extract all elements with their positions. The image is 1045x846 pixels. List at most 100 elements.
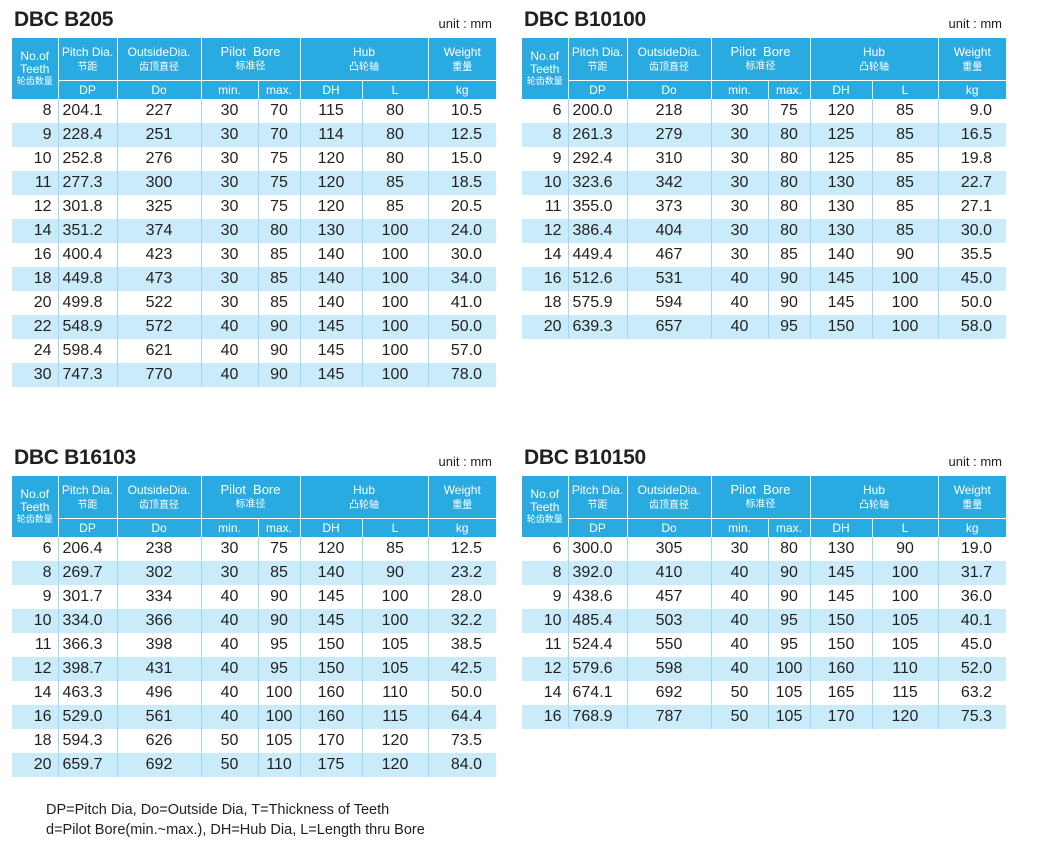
cell-bore-min: 30 <box>201 561 259 585</box>
table-row: 10 334.0 366 40 90 145 100 32.2 <box>12 609 497 633</box>
cell-weight: 31.7 <box>938 561 1007 585</box>
cell-pitch-dia: 398.7 <box>58 657 118 681</box>
cell-hub-dia: 160 <box>300 681 363 705</box>
cell-bore-max: 90 <box>258 315 301 339</box>
cell-bore-max: 90 <box>258 339 301 363</box>
cell-hub-dia: 120 <box>300 171 363 195</box>
cell-weight: 15.0 <box>428 147 497 171</box>
cell-bore-min: 40 <box>711 633 769 657</box>
table-block-dbc-b10150: DBC B10150 unit : mm No.of Teeth 轮齿数量 Pi… <box>522 444 1007 729</box>
cell-hub-dia: 170 <box>810 705 873 729</box>
cell-teeth: 12 <box>522 219 569 243</box>
cell-outside-dia: 770 <box>117 363 202 387</box>
cell-pitch-dia: 392.0 <box>568 561 628 585</box>
subheader-do: Do <box>117 518 202 537</box>
table-row: 9 228.4 251 30 70 114 80 12.5 <box>12 123 497 147</box>
cell-bore-max: 75 <box>258 171 301 195</box>
cell-weight: 36.0 <box>938 585 1007 609</box>
cell-weight: 58.0 <box>938 315 1007 339</box>
cell-hub-dia: 145 <box>300 585 363 609</box>
cell-bore-min: 50 <box>201 729 259 753</box>
cell-weight: 9.0 <box>938 99 1007 123</box>
table-row: 12 301.8 325 30 75 120 85 20.5 <box>12 195 497 219</box>
cell-outside-dia: 503 <box>627 609 712 633</box>
cell-bore-max: 95 <box>768 633 811 657</box>
cell-pitch-dia: 351.2 <box>58 219 118 243</box>
cell-pitch-dia: 252.8 <box>58 147 118 171</box>
cell-outside-dia: 238 <box>117 537 202 561</box>
cell-pitch-dia: 548.9 <box>58 315 118 339</box>
table-row: 20 499.8 522 30 85 140 100 41.0 <box>12 291 497 315</box>
cell-weight: 45.0 <box>938 267 1007 291</box>
cell-hub-length: 105 <box>872 633 939 657</box>
cell-teeth: 9 <box>12 585 59 609</box>
header-pitch: Pitch Dia. 节距 <box>58 38 118 81</box>
cell-bore-max: 85 <box>258 267 301 291</box>
cell-bore-max: 90 <box>768 291 811 315</box>
cell-weight: 30.0 <box>428 243 497 267</box>
cell-weight: 34.0 <box>428 267 497 291</box>
cell-pitch-dia: 512.6 <box>568 267 628 291</box>
cell-hub-length: 115 <box>362 705 429 729</box>
cell-outside-dia: 251 <box>117 123 202 147</box>
cell-hub-length: 100 <box>362 339 429 363</box>
table-row: 20 639.3 657 40 95 150 100 58.0 <box>522 315 1007 339</box>
cell-hub-length: 110 <box>872 657 939 681</box>
subheader-l: L <box>362 80 429 99</box>
table-titlebar: DBC B10100 unit : mm <box>522 6 1006 38</box>
subheader-l: L <box>872 80 939 99</box>
cell-hub-length: 90 <box>872 537 939 561</box>
cell-bore-min: 30 <box>711 243 769 267</box>
cell-teeth: 30 <box>12 363 59 387</box>
cell-bore-max: 90 <box>258 363 301 387</box>
cell-bore-max: 80 <box>768 171 811 195</box>
cell-pitch-dia: 300.0 <box>568 537 628 561</box>
cell-bore-max: 95 <box>258 633 301 657</box>
header-teeth: No.of Teeth 轮齿数量 <box>522 476 569 537</box>
header-hub: Hub 凸轮轴 <box>300 38 429 81</box>
header-hub: Hub 凸轮轴 <box>300 476 429 519</box>
cell-outside-dia: 522 <box>117 291 202 315</box>
cell-bore-max: 80 <box>768 147 811 171</box>
cell-bore-max: 95 <box>258 657 301 681</box>
cell-outside-dia: 626 <box>117 729 202 753</box>
cell-bore-min: 50 <box>711 681 769 705</box>
cell-weight: 10.5 <box>428 99 497 123</box>
cell-outside-dia: 276 <box>117 147 202 171</box>
cell-bore-min: 40 <box>711 657 769 681</box>
cell-hub-dia: 145 <box>300 609 363 633</box>
cell-pitch-dia: 594.3 <box>58 729 118 753</box>
cell-hub-length: 100 <box>362 219 429 243</box>
cell-teeth: 14 <box>522 681 569 705</box>
cell-outside-dia: 279 <box>627 123 712 147</box>
table-row: 20 659.7 692 50 110 175 120 84.0 <box>12 753 497 777</box>
table-row: 8 392.0 410 40 90 145 100 31.7 <box>522 561 1007 585</box>
table-title: DBC B205 <box>14 8 114 31</box>
cell-bore-max: 90 <box>768 585 811 609</box>
cell-teeth: 18 <box>522 291 569 315</box>
table-row: 14 463.3 496 40 100 160 110 50.0 <box>12 681 497 705</box>
cell-outside-dia: 218 <box>627 99 712 123</box>
cell-hub-dia: 145 <box>810 585 873 609</box>
cell-bore-max: 80 <box>768 195 811 219</box>
table-row: 8 269.7 302 30 85 140 90 23.2 <box>12 561 497 585</box>
cell-hub-dia: 140 <box>300 291 363 315</box>
cell-hub-length: 85 <box>872 99 939 123</box>
cell-teeth: 11 <box>522 195 569 219</box>
cell-hub-length: 120 <box>362 753 429 777</box>
cell-outside-dia: 404 <box>627 219 712 243</box>
table-row: 16 768.9 787 50 105 170 120 75.3 <box>522 705 1007 729</box>
cell-bore-max: 105 <box>768 681 811 705</box>
cell-outside-dia: 302 <box>117 561 202 585</box>
cell-teeth: 20 <box>12 753 59 777</box>
cell-hub-dia: 130 <box>810 219 873 243</box>
header-weight: Weight 重量 <box>938 476 1007 519</box>
cell-pitch-dia: 277.3 <box>58 171 118 195</box>
subheader-dp: DP <box>58 80 118 99</box>
cell-teeth: 10 <box>12 609 59 633</box>
cell-bore-min: 30 <box>711 195 769 219</box>
table-row: 6 206.4 238 30 75 120 85 12.5 <box>12 537 497 561</box>
cell-bore-min: 30 <box>711 537 769 561</box>
cell-outside-dia: 366 <box>117 609 202 633</box>
table-row: 16 529.0 561 40 100 160 115 64.4 <box>12 705 497 729</box>
